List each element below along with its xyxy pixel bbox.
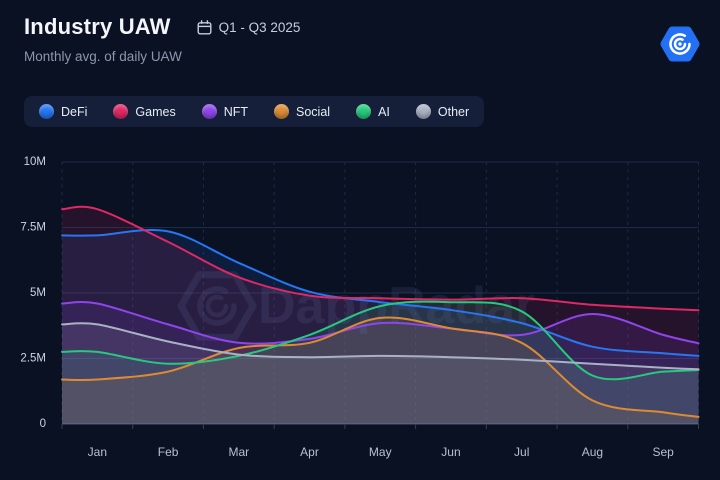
legend-item-nft[interactable]: NFT — [201, 104, 249, 119]
y-tick-10M: 10M — [24, 156, 46, 168]
y-tick-2.5M: 2.5M — [20, 353, 46, 365]
x-tick-Feb: Feb — [158, 445, 179, 459]
legend-item-defi[interactable]: DeFi — [39, 104, 87, 119]
series-area-nft — [62, 301, 699, 424]
legend-label: AI — [378, 104, 390, 119]
series-line-social — [61, 316, 700, 418]
series-area-games — [62, 206, 699, 424]
legend-label: Social — [296, 104, 331, 119]
y-tick-0: 0 — [40, 418, 46, 430]
legend-label: Other — [437, 104, 470, 119]
legend-item-games[interactable]: Games — [113, 104, 176, 119]
x-tick-Jun: Jun — [441, 445, 460, 459]
calendar-icon — [197, 19, 212, 34]
series-line-games — [61, 205, 700, 312]
legend-dot-ai — [356, 104, 372, 119]
date-range-chip[interactable]: Q1 - Q3 2025 — [197, 19, 301, 35]
legend-item-other[interactable]: Other — [415, 104, 470, 119]
watermark-text: DappRadar — [258, 277, 535, 335]
header: Industry UAW Q1 - Q3 2025 — [24, 14, 300, 40]
x-tick-Jan: Jan — [88, 445, 107, 459]
legend-item-ai[interactable]: AI — [356, 104, 390, 119]
series-area-defi — [62, 229, 699, 424]
chart-subtitle: Monthly avg. of daily UAW — [24, 49, 182, 64]
x-tick-Mar: Mar — [228, 445, 249, 459]
chart-legend: DeFi Games NFT Social AI Other — [24, 96, 485, 127]
legend-dot-other — [415, 104, 431, 119]
series-area-other — [62, 323, 699, 424]
legend-label: DeFi — [61, 104, 88, 119]
legend-dot-defi — [39, 104, 54, 119]
x-tick-May: May — [369, 445, 392, 459]
legend-dot-nft — [201, 104, 217, 119]
legend-dot-games — [113, 104, 129, 119]
date-range-label: Q1 - Q3 2025 — [218, 19, 301, 35]
x-tick-Apr: Apr — [300, 445, 319, 459]
series-area-ai — [62, 301, 699, 424]
x-tick-Jul: Jul — [514, 445, 529, 459]
series-line-nft — [61, 300, 700, 345]
page-title: Industry UAW — [24, 14, 171, 39]
series-line-other — [61, 322, 700, 371]
x-tick-Aug: Aug — [582, 445, 603, 459]
series-area-social — [62, 317, 699, 424]
legend-dot-social — [274, 104, 290, 119]
legend-label: NFT — [223, 104, 249, 119]
series-line-defi — [61, 228, 700, 357]
dappradar-logo-icon[interactable] — [660, 24, 700, 64]
y-tick-7.5M: 7.5M — [20, 222, 46, 234]
legend-item-social[interactable]: Social — [274, 104, 330, 119]
y-tick-5M: 5M — [30, 287, 46, 299]
x-tick-Sep: Sep — [652, 445, 674, 459]
series-line-ai — [61, 300, 700, 381]
legend-label: Games — [135, 104, 176, 119]
